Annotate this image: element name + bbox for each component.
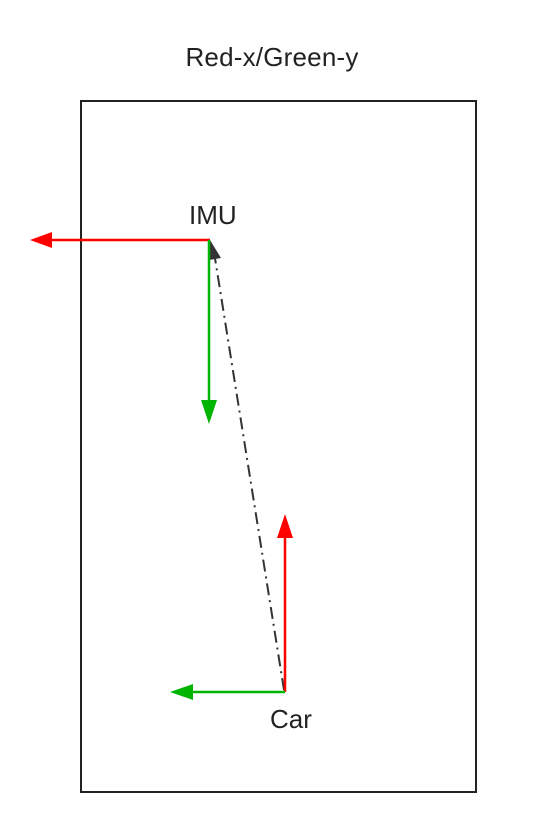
imu-x-arrowhead-icon	[30, 232, 52, 248]
diagram-title: Red-x/Green-y	[185, 42, 359, 72]
frame-border	[80, 100, 477, 793]
imu-label: IMU	[189, 200, 237, 230]
car-label: Car	[270, 704, 312, 734]
imu-y-arrowhead-icon	[201, 400, 217, 424]
link-arrowhead-icon	[209, 240, 221, 260]
car-y-arrowhead-icon	[170, 684, 193, 700]
car-to-imu-link	[213, 251, 285, 691]
car-x-arrowhead-icon	[277, 514, 293, 538]
